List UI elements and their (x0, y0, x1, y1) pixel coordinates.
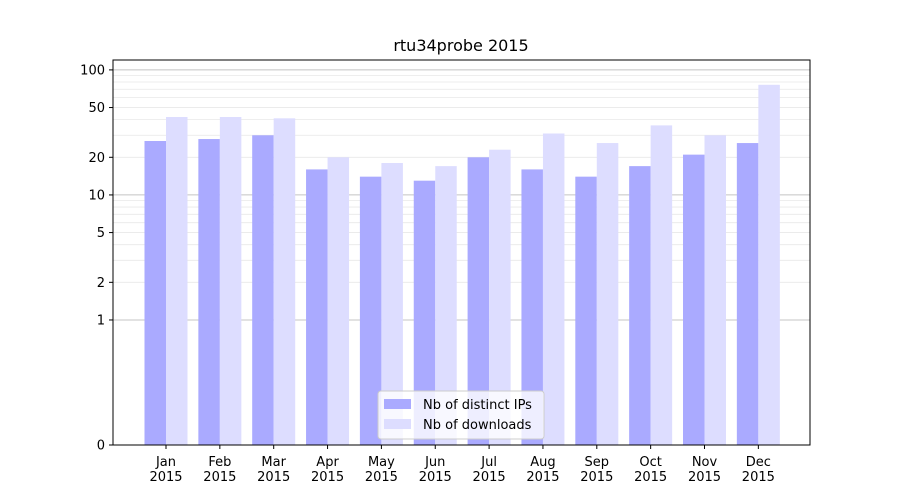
x-tick-label: Jan 2015 (149, 455, 182, 485)
bar-downloads (381, 163, 403, 445)
x-tick-label: May 2015 (365, 455, 398, 485)
y-tick-label: 1 (97, 313, 105, 328)
chart-title: rtu34probe 2015 (393, 36, 528, 55)
bar-distinct-ips (467, 157, 490, 445)
y-tick-label: 10 (88, 188, 105, 203)
bar-distinct-ips (252, 135, 274, 445)
legend-label: Nb of downloads (423, 418, 532, 433)
bar-downloads (704, 135, 726, 445)
x-tick-label: Feb 2015 (203, 455, 236, 485)
legend-swatch (384, 399, 411, 409)
x-tick-label: Jul 2015 (473, 455, 506, 485)
bar-distinct-ips (575, 176, 597, 445)
bar-distinct-ips (629, 166, 651, 445)
bar-distinct-ips (736, 143, 759, 445)
y-tick-label: 20 (88, 151, 105, 166)
bar-downloads (542, 133, 565, 445)
x-tick-label: Apr 2015 (311, 455, 344, 485)
x-tick-label: Oct 2015 (634, 455, 667, 485)
plot-frame (112, 59, 811, 446)
bar-downloads (166, 117, 188, 445)
y-tick-label: 0 (97, 439, 105, 454)
bars (144, 84, 780, 446)
legend: Nb of distinct IPs Nb of downloads (377, 390, 545, 440)
legend-box (377, 390, 545, 440)
bar-downloads (273, 118, 296, 445)
bar-distinct-ips (144, 140, 166, 445)
x-axis: Jan 2015 Feb 2015 Mar 2015 Apr 2015 May 2015 Jun 20… (149, 445, 775, 485)
x-tick-label: Sep 2015 (580, 455, 613, 485)
y-tick-label: 2 (97, 276, 105, 291)
x-tick-label: Dec 2015 (742, 455, 775, 485)
y-tick-label: 50 (88, 101, 105, 116)
bar-downloads (650, 125, 673, 445)
bar-downloads (219, 117, 242, 445)
bar-downloads (758, 84, 780, 445)
x-tick-label: Nov 2015 (688, 455, 721, 485)
bar-downloads (596, 143, 619, 445)
bar-distinct-ips (683, 154, 705, 446)
bar-downloads (327, 157, 350, 445)
x-tick-label: Jun 2015 (419, 455, 452, 485)
y-tick-label: 100 (80, 63, 105, 78)
x-tick-label: Aug 2015 (526, 455, 559, 485)
x-tick-label: Mar 2015 (257, 455, 290, 485)
y-tick-label: 5 (97, 226, 105, 241)
bar-distinct-ips (521, 169, 543, 445)
bar-downloads (489, 149, 511, 446)
y-axis: 0 1 2 5 10 20 50 100 (80, 63, 113, 454)
bar-distinct-ips (413, 180, 436, 445)
bar-distinct-ips (198, 139, 220, 445)
legend-swatch (384, 419, 411, 429)
legend-label: Nb of distinct IPs (423, 398, 532, 413)
bar-downloads (435, 166, 457, 445)
bar-distinct-ips (359, 176, 382, 445)
bar-distinct-ips (306, 169, 328, 445)
